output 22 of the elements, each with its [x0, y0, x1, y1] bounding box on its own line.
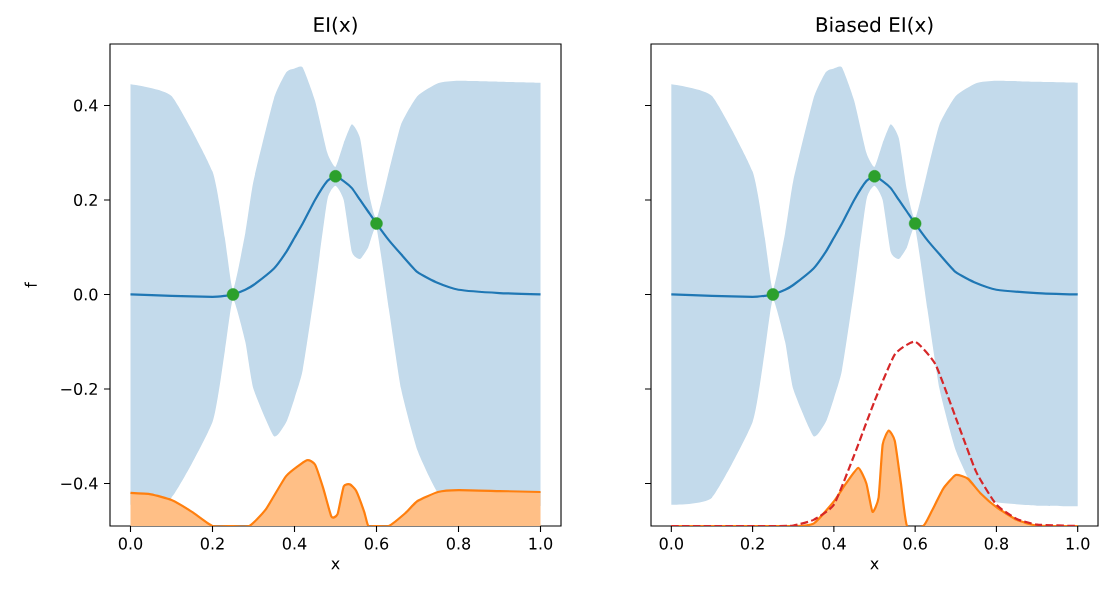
x-tick-label: 0.8 — [446, 537, 471, 550]
y-tick-label: −0.4 — [61, 477, 98, 490]
x-tick-label: 1.0 — [1066, 537, 1090, 550]
x-tick-label: 0.6 — [903, 537, 927, 550]
x-tick-label: 0.4 — [282, 537, 307, 550]
chart-title: Biased EI(x) — [816, 16, 933, 35]
x-tick-label: 0.0 — [659, 537, 683, 550]
x-axis-title: x — [331, 560, 340, 570]
y-tick-label: −0.2 — [61, 382, 97, 396]
y-axis-title: f — [24, 281, 37, 288]
x-axis-title: x — [870, 560, 879, 570]
y-tick-label: 0.2 — [74, 193, 97, 206]
x-tick-label: 0.4 — [822, 537, 846, 550]
y-tick-label: 0.4 — [74, 99, 98, 112]
x-tick-label: 0.2 — [740, 537, 764, 550]
x-tick-label: 0.0 — [118, 537, 143, 550]
y-tick-label: 0.0 — [74, 288, 98, 301]
chart-title: EI(x) — [314, 16, 357, 35]
x-tick-label: 0.2 — [200, 537, 224, 550]
x-tick-label: 0.8 — [984, 537, 1009, 550]
x-tick-label: 0.6 — [364, 537, 389, 550]
x-tick-label: 1.0 — [529, 537, 553, 550]
